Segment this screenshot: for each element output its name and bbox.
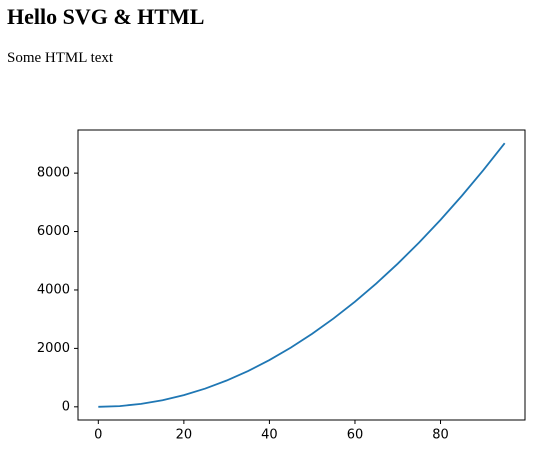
x-tick-label: 20 — [176, 428, 193, 443]
x-tick-label: 80 — [432, 428, 449, 443]
y-tick-label: 6000 — [37, 224, 70, 239]
y-tick-label: 8000 — [37, 166, 70, 181]
y-tick-label: 2000 — [37, 341, 70, 356]
paragraph: Some HTML text — [7, 50, 114, 66]
heading: Hello SVG & HTML — [7, 4, 205, 29]
y-tick-label: 4000 — [37, 282, 70, 297]
y-tick-label: 0 — [62, 399, 70, 414]
axes-frame — [77, 129, 526, 421]
x-tick-label: 40 — [261, 428, 278, 443]
x-tick-label: 60 — [347, 428, 364, 443]
data-line — [98, 142, 506, 408]
x-tick-label: 0 — [94, 428, 102, 443]
